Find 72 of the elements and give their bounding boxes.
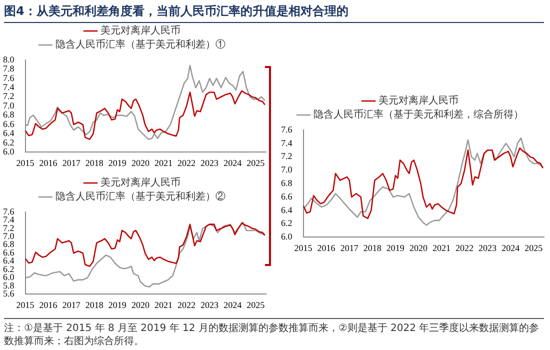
y-tick-label: 7.8 (3, 64, 15, 74)
y-tick-label: 7.6 (3, 72, 15, 83)
x-tick-label: 2016 (317, 242, 336, 253)
y-tick-label: 6.6 (281, 191, 293, 202)
y-tick-label: 7.4 (3, 82, 15, 92)
x-tick-label: 2023 (478, 242, 498, 253)
x-tick-label: 2021 (432, 242, 450, 253)
y-tick-label: 6.4 (3, 128, 15, 138)
y-tick-label: 5.6 (3, 288, 15, 299)
y-tick-label: 6.6 (3, 118, 15, 129)
y-tick-label: 8.0 (3, 54, 15, 64)
x-tick-label: 2017 (340, 242, 359, 253)
x-tick-label: 2018 (85, 158, 104, 168)
y-tick-label: 6.8 (3, 239, 15, 250)
y-tick-label: 7.2 (3, 91, 14, 102)
y-tick-label: 6.6 (3, 247, 15, 258)
y-tick-label: 5.8 (3, 280, 15, 290)
x-tick-label: 2023 (200, 300, 220, 310)
x-tick-label: 2024 (502, 242, 520, 253)
x-tick-label: 2015 (16, 158, 35, 168)
y-tick-label: 6.2 (3, 137, 14, 148)
x-tick-label: 2025 (524, 242, 544, 253)
x-tick-label: 2022 (456, 242, 474, 253)
y-tick-label: 6.0 (3, 146, 15, 157)
x-tick-label: 2025 (246, 300, 266, 310)
legend-label: 隐含人民币汇率（基于美元和利差）① (56, 38, 226, 51)
legend-label: 隐含人民币汇率（基于美元和利差）② (56, 190, 226, 203)
x-tick-label: 2022 (178, 158, 196, 168)
x-tick-label: 2022 (178, 300, 196, 310)
legend-label: 美元对离岸人民币 (378, 94, 458, 107)
y-tick-label: 6.2 (281, 218, 292, 228)
y-tick-label: 7.4 (3, 214, 15, 225)
y-tick-label: 6.0 (281, 232, 293, 242)
y-tick-label: 6.4 (3, 256, 15, 266)
chart-title: 图4：从美元和利差角度看，当前人民币汇率的升值是相对合理的 (4, 3, 544, 23)
x-tick-label: 2018 (363, 242, 382, 253)
x-tick-label: 2024 (224, 158, 242, 168)
legend-label: 隐含人民币汇率（基于美元和利差，综合所得） (314, 108, 524, 121)
x-tick-label: 2015 (294, 242, 313, 253)
x-tick-label: 2021 (154, 158, 172, 168)
x-tick-label: 2020 (409, 242, 428, 253)
y-tick-label: 6.2 (3, 264, 14, 274)
x-tick-label: 2020 (131, 300, 150, 310)
x-tick-label: 2025 (246, 158, 266, 168)
x-tick-label: 2019 (386, 242, 405, 253)
y-tick-label: 7.0 (281, 164, 293, 175)
x-tick-label: 2015 (16, 300, 35, 310)
y-tick-label: 7.0 (3, 231, 15, 242)
y-tick-label: 6.8 (281, 178, 293, 188)
y-tick-label: 6.4 (281, 204, 293, 215)
x-tick-label: 2020 (131, 158, 150, 168)
legend-label: 美元对离岸人民币 (100, 24, 180, 37)
y-tick-label: 6.0 (3, 272, 15, 282)
x-tick-label: 2019 (108, 300, 127, 310)
x-tick-label: 2021 (154, 300, 172, 310)
x-tick-label: 2017 (62, 300, 81, 310)
x-tick-label: 2019 (108, 158, 127, 168)
text: 注：①是基于 2015 年 8 月至 2019 年 12 月的数据测算的参数推算而来，②则是基于 2022 年三季度以来数据测算的参数推算而来；右图为综合所得。 (4, 322, 540, 348)
y-tick-label: 6.8 (3, 110, 15, 120)
y-tick-label: 7.2 (281, 151, 292, 162)
y-tick-label: 7.2 (3, 222, 14, 233)
x-tick-label: 2016 (39, 158, 58, 168)
y-tick-label: 7.4 (281, 138, 293, 148)
x-tick-label: 2018 (85, 300, 104, 310)
x-tick-label: 2016 (39, 300, 58, 310)
legend-label: 美元对离岸人民币 (100, 176, 180, 189)
x-tick-label: 2024 (224, 300, 242, 310)
y-tick-label: 7.0 (3, 100, 15, 110)
y-tick-label: 7.6 (281, 124, 293, 134)
x-tick-label: 2017 (62, 158, 81, 168)
x-tick-label: 2023 (200, 158, 220, 168)
y-tick-label: 7.6 (3, 206, 15, 216)
